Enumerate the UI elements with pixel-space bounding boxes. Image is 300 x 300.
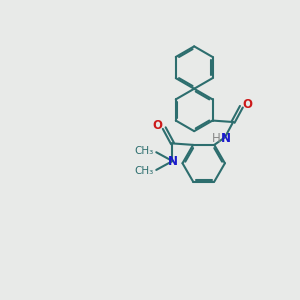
Text: CH₃: CH₃	[135, 167, 154, 176]
Text: H: H	[212, 132, 221, 145]
Text: N: N	[220, 132, 230, 145]
Text: CH₃: CH₃	[135, 146, 154, 156]
Text: O: O	[243, 98, 253, 111]
Text: N: N	[167, 154, 178, 168]
Text: O: O	[153, 119, 163, 132]
